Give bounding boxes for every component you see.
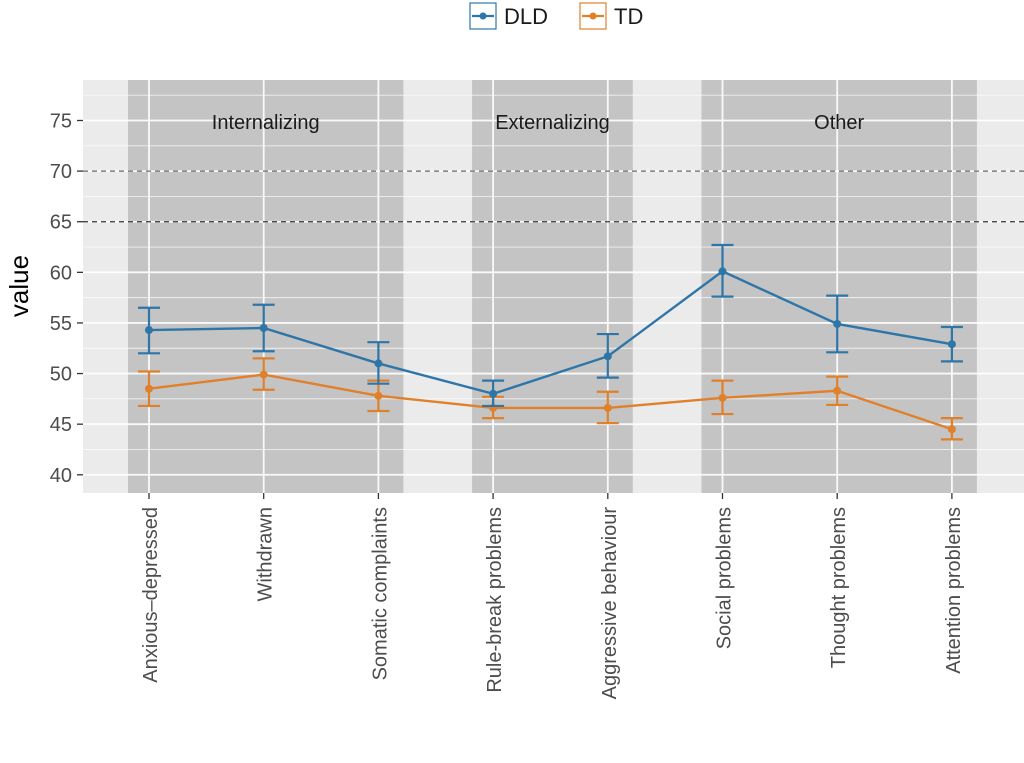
data-point (833, 319, 842, 328)
x-tick-label: Withdrawn (255, 507, 277, 601)
y-tick-label: 50 (50, 364, 72, 386)
x-tick-label: Thought problems (828, 507, 850, 668)
data-point (374, 391, 383, 400)
y-tick-label: 65 (50, 212, 72, 234)
y-tick-label: 45 (50, 414, 72, 436)
x-tick-label: Somatic complaints (369, 507, 391, 680)
group-label: Internalizing (212, 112, 320, 134)
data-point (489, 389, 498, 398)
group-band (128, 80, 404, 493)
data-point (374, 359, 383, 368)
y-tick-label: 75 (50, 110, 72, 132)
data-point (259, 370, 268, 379)
legend-key-dot (479, 12, 487, 20)
data-point (145, 326, 153, 335)
y-axis-title: value (4, 255, 34, 317)
legend-label: DLD (504, 4, 548, 29)
x-tick-label: Attention problems (943, 507, 965, 674)
y-tick-label: 60 (50, 262, 72, 284)
series-line (148, 373, 953, 431)
legend-label: TD (614, 4, 643, 29)
x-tick-label: Social problems (714, 507, 736, 649)
data-point (833, 386, 842, 395)
data-point (718, 393, 727, 402)
legend-key-dot (589, 12, 597, 20)
x-tick-label: Aggressive behaviour (599, 507, 621, 700)
x-tick-label: Anxious–depressed (140, 507, 162, 683)
y-tick-label: 55 (50, 313, 72, 335)
x-tick-label: Rule-break problems (484, 507, 506, 693)
data-point (718, 267, 727, 276)
series-line (148, 269, 953, 396)
data-point (947, 425, 956, 434)
data-point (145, 384, 153, 393)
group-band (701, 80, 977, 493)
group-label: Other (814, 112, 864, 134)
data-point (947, 340, 956, 349)
data-point (603, 403, 612, 412)
group-label: Externalizing (495, 112, 610, 134)
y-tick-label: 40 (50, 465, 72, 487)
data-point (259, 324, 268, 333)
data-point (603, 352, 612, 361)
y-tick-label: 70 (50, 161, 72, 183)
